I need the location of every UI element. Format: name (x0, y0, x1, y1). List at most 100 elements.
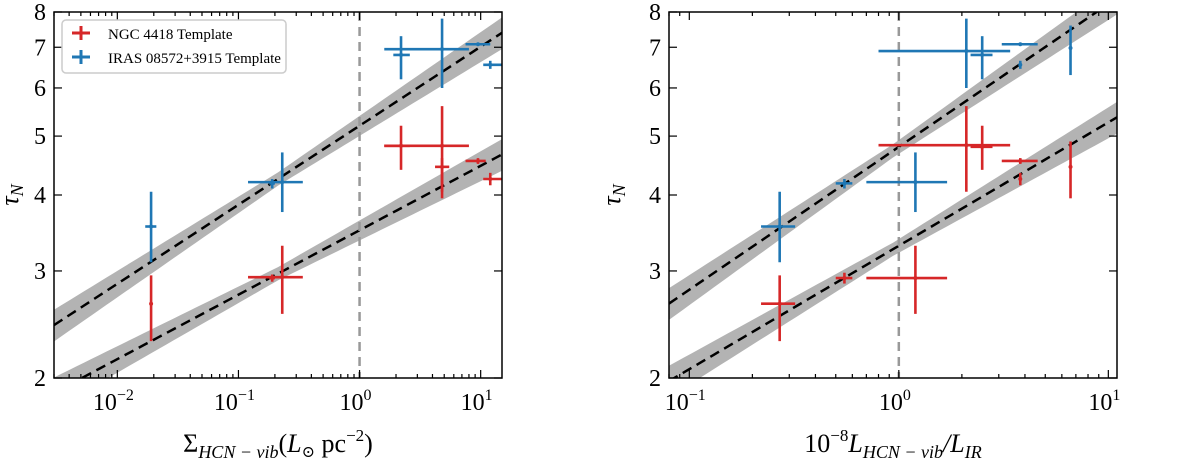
data-marker (475, 42, 480, 47)
left-x-axis-label: ΣHCN − vib(L⊙ pc−2) (183, 426, 373, 462)
x-tick-base: 10 (665, 390, 689, 416)
data-marker (1068, 164, 1073, 169)
data-point (1001, 158, 1038, 164)
x-tick-exponent: −2 (117, 387, 134, 404)
data-point (1068, 25, 1073, 76)
data-point (761, 191, 796, 263)
plot-content (669, 12, 1117, 378)
right-x-axis-label: 10−8LHCN − vib/LIR (804, 426, 981, 462)
y-tick-label: 8 (34, 0, 46, 26)
x-tick-exponent: 1 (485, 387, 493, 404)
y-tick-label: 7 (649, 35, 661, 61)
data-marker (1018, 42, 1023, 47)
data-marker (440, 47, 445, 52)
x-tick-label: 101 (1088, 387, 1120, 416)
data-point (145, 191, 157, 263)
data-point (835, 272, 853, 284)
data-marker (964, 143, 969, 148)
data-marker (777, 301, 782, 306)
plot-content (54, 12, 502, 378)
data-marker (1068, 46, 1073, 51)
legend-label-ngc4418: NGC 4418 Template (108, 27, 233, 43)
data-marker (280, 275, 285, 280)
x-tick-label: 10−1 (214, 387, 255, 416)
data-marker (842, 276, 847, 281)
data-point (866, 152, 948, 213)
data-marker (980, 52, 985, 57)
legend-marker-ngc4418 (72, 26, 90, 40)
y-tick-label: 6 (34, 76, 46, 102)
legend-box (61, 19, 287, 74)
data-point (483, 60, 502, 69)
x-tick-label: 100 (879, 387, 911, 416)
data-point (248, 152, 303, 213)
data-marker (980, 144, 985, 149)
data-marker (488, 62, 493, 67)
data-point (970, 125, 993, 170)
legend-marker-iras08572 (72, 50, 90, 64)
data-marker (842, 181, 847, 186)
y-tick-label: 4 (34, 183, 46, 209)
fit-line (79, 153, 502, 378)
x-tick-label: 10−2 (93, 387, 134, 416)
x-tick-base: 10 (93, 390, 117, 416)
data-point (435, 158, 450, 199)
y-tick-label: 3 (649, 259, 661, 285)
x-tick-label: 10−1 (665, 387, 706, 416)
x-tick-label: 101 (461, 387, 493, 416)
data-point (149, 275, 154, 342)
data-point (483, 172, 502, 186)
legend: NGC 4418 Template IRAS 08572+3915 Templa… (61, 19, 287, 74)
data-marker (777, 224, 782, 229)
x-tick-base: 10 (461, 390, 485, 416)
y-tick-label: 5 (649, 124, 661, 150)
x-tick-label: 100 (340, 387, 372, 416)
data-point (878, 18, 1011, 88)
data-point (1018, 172, 1023, 186)
data-marker (440, 143, 445, 148)
y-tick-label: 6 (649, 76, 661, 102)
x-tick-exponent: −1 (689, 387, 706, 404)
fit-confidence-band (669, 101, 1117, 378)
x-tick-base: 10 (879, 390, 903, 416)
data-point (1068, 141, 1073, 199)
data-point (384, 125, 410, 170)
data-marker (913, 276, 918, 281)
data-point (835, 178, 853, 189)
data-marker (399, 52, 404, 57)
data-point (1001, 42, 1038, 47)
x-tick-exponent: 0 (903, 387, 911, 404)
data-marker (488, 176, 493, 181)
legend-label-iras08572: IRAS 08572+3915 Template (108, 51, 281, 67)
data-point (248, 245, 303, 314)
fit-line (669, 12, 1099, 305)
data-marker (1018, 176, 1023, 181)
data-marker (1018, 158, 1023, 163)
y-tick-label: 2 (34, 366, 46, 392)
right-y-axis-label: τN (597, 183, 629, 205)
data-point (970, 36, 993, 80)
x-tick-base: 10 (1088, 390, 1112, 416)
y-tick-label: 2 (649, 366, 661, 392)
data-point (393, 36, 410, 80)
x-tick-exponent: 0 (364, 387, 372, 404)
data-marker (149, 224, 154, 229)
data-point (878, 106, 1011, 192)
data-marker (440, 164, 445, 169)
axes-frame (668, 11, 1118, 379)
data-point (1018, 60, 1023, 69)
y-tick-label: 7 (34, 35, 46, 61)
y-tick-label: 8 (649, 0, 661, 26)
data-marker (913, 180, 918, 185)
data-point (465, 158, 486, 164)
left-y-axis-label: τN (0, 183, 27, 205)
x-tick-base: 10 (340, 390, 364, 416)
x-tick-base: 10 (214, 390, 238, 416)
data-marker (475, 158, 480, 163)
data-point (866, 245, 948, 314)
fit-line (671, 116, 1117, 378)
